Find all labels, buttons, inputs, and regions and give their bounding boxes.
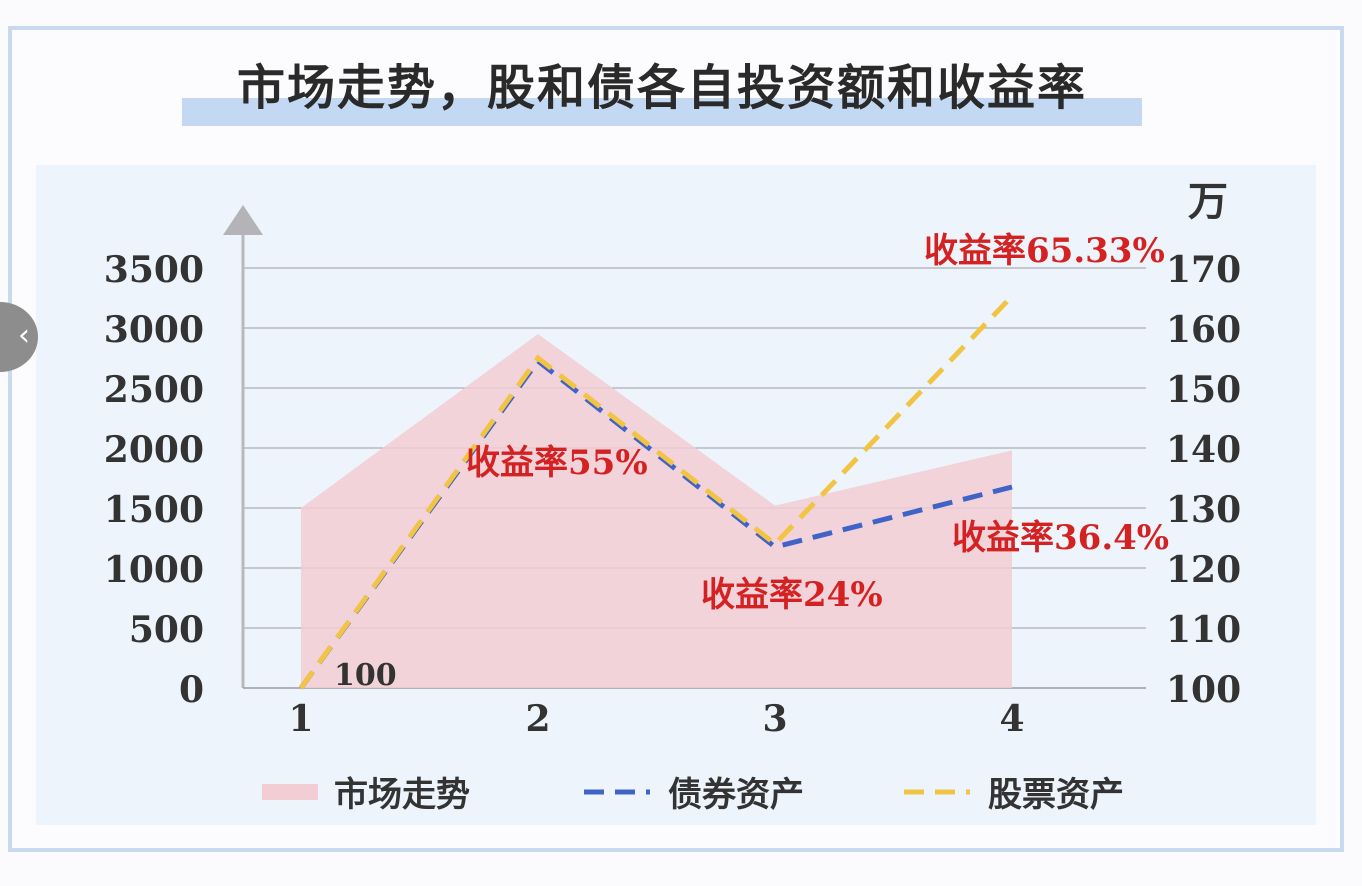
series-area-market-trend [301, 334, 1012, 688]
chart-svg: 0 500 1000 1500 2000 2500 3000 3500 100 110 120 130… [104, 178, 1241, 815]
chevron-left-icon: ‹ [18, 318, 30, 353]
right-axis-tick-label: 110 [1166, 609, 1241, 651]
right-axis-tick-label: 100 [1166, 669, 1241, 711]
right-axis-tick-label: 170 [1166, 249, 1241, 291]
x-axis-tick-label: 4 [999, 698, 1024, 740]
right-axis-unit: 万 [1188, 178, 1228, 225]
left-axis-tick-label: 1500 [104, 489, 204, 531]
left-axis-tick-label: 0 [179, 669, 204, 711]
chart-title: 市场走势，股和债各自投资额和收益率 [236, 60, 1087, 116]
data-annotation: 100 [334, 658, 397, 693]
legend-label: 股票资产 [988, 775, 1124, 815]
chart-area: 0 500 1000 1500 2000 2500 3000 3500 100 110 120 130… [36, 165, 1316, 825]
series-line-stock-assets [298, 294, 1014, 690]
title-underline-bar [182, 98, 1142, 126]
data-annotation: 收益率24% [701, 575, 883, 615]
x-axis-tick-label: 1 [288, 698, 313, 740]
x-axis-tick-label: 2 [525, 698, 550, 740]
legend-label: 债券资产 [668, 775, 804, 815]
data-annotation: 收益率55% [466, 443, 648, 483]
legend-swatch-market-trend [262, 784, 318, 800]
right-axis-tick-label: 120 [1166, 549, 1241, 591]
left-axis-tick-label: 2000 [104, 429, 204, 471]
left-axis-tick-label: 3500 [104, 249, 204, 291]
y-axis-arrow-icon [223, 205, 263, 235]
x-axis-tick-label: 3 [762, 698, 787, 740]
data-annotation: 收益率65.33% [924, 231, 1165, 271]
right-axis-tick-label: 140 [1166, 429, 1241, 471]
data-annotation: 收益率36.4% [952, 518, 1169, 558]
right-axis-tick-label: 150 [1166, 369, 1241, 411]
left-axis-tick-label: 3000 [104, 309, 204, 351]
right-axis-tick-label: 160 [1166, 309, 1241, 351]
legend-label: 市场走势 [334, 775, 470, 815]
left-axis-tick-label: 1000 [104, 549, 204, 591]
left-axis-tick-label: 2500 [104, 369, 204, 411]
left-axis-tick-label: 500 [129, 609, 204, 651]
right-axis-tick-label: 130 [1166, 489, 1241, 531]
